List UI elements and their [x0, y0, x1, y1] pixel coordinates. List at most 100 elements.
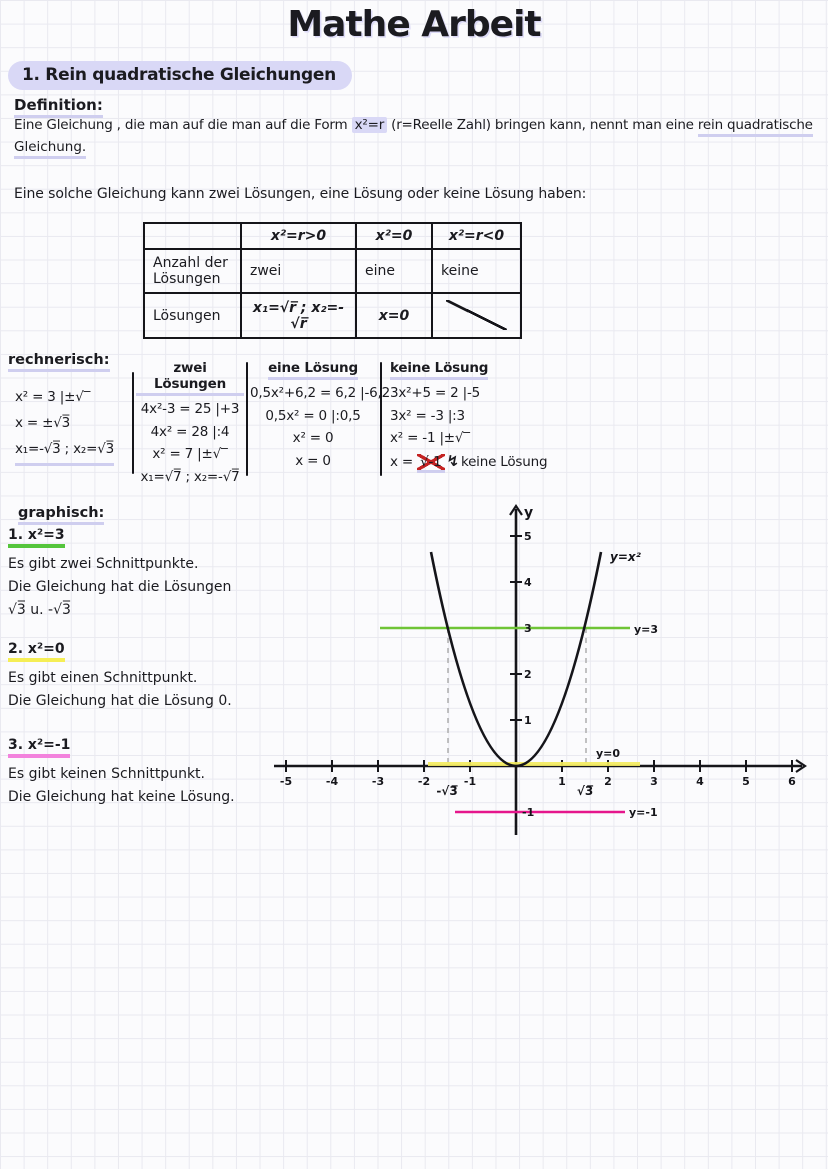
svg-text:-1: -1: [464, 775, 476, 788]
two-solutions-header: zwei Lösungen: [136, 360, 244, 396]
y-axis-arrow: [509, 504, 523, 516]
svg-text:-2: -2: [418, 775, 430, 788]
definition-text-pre: Eine Gleichung , die man auf die man auf…: [14, 117, 352, 133]
y-tick-labels: 5 4 3 2 1 -1: [522, 530, 534, 819]
example-line: x² = 3 |±√‾: [15, 389, 91, 405]
svg-text:1: 1: [524, 714, 532, 727]
cell-roots: x₁=√r̅ ; x₂=-√r̅: [240, 292, 357, 339]
definition-paragraph: Eine Gleichung , die man auf die man auf…: [14, 117, 826, 137]
svg-text:4: 4: [524, 576, 532, 589]
svg-text:5: 5: [742, 775, 750, 788]
math-line: x² = -1 |±√‾: [390, 430, 470, 446]
solutions-table: x²=r>0 x²=0 x²=r<0 Anzahl der Lösungen z…: [143, 222, 522, 339]
example-line: x = ±√3̅: [15, 415, 70, 431]
one-solution-header: eine Lösung: [268, 360, 358, 380]
parabola-curve: [429, 551, 603, 768]
crossed-suffix: keine Lösung: [460, 453, 548, 470]
no-solution-header: keine Lösung: [390, 360, 488, 380]
column-divider: [132, 372, 134, 474]
cell-keine: keine: [431, 248, 522, 294]
math-line: x₁=√7̅ ; x₂=-√7̅: [140, 468, 240, 485]
svg-text:5: 5: [524, 530, 532, 543]
cell-zwei: zwei: [240, 248, 357, 294]
cell-no-solution: [431, 292, 522, 339]
graphisch-label: graphisch:: [18, 505, 105, 525]
diagonal-slash: [433, 294, 520, 337]
green-line-label: y=3: [634, 623, 658, 636]
rechnerisch-label: rechnerisch:: [8, 352, 110, 372]
case2-line: Die Gleichung hat die Lösung 0.: [8, 693, 232, 709]
example-column: x² = 3 |±√‾ x = ±√3̅ x₁=-√3̅ ; x₂=√3̅: [15, 384, 114, 466]
math-line: x² = 0: [292, 430, 334, 446]
svg-text:-4: -4: [326, 775, 339, 788]
case1-line: √3̅ u. -√3̅: [8, 602, 71, 618]
table-header-r-gt-0: x²=r>0: [240, 222, 357, 250]
table-row-solutions: Lösungen x₁=√r̅ ; x₂=-√r̅ x=0: [143, 292, 522, 339]
column-divider: [380, 362, 382, 476]
math-line: 3x²+5 = 2 |-5: [390, 385, 481, 401]
intro-sentence: Eine solche Gleichung kann zwei Lösungen…: [14, 186, 587, 202]
math-line-crossed: x = √-1 ↯ keine Lösung: [390, 450, 566, 473]
table-corner-cell: [143, 222, 242, 250]
definition-highlight: rein quadratische: [697, 117, 813, 137]
case2-line: Es gibt einen Schnittpunkt.: [8, 670, 198, 686]
cell-eine: eine: [355, 248, 433, 294]
svg-text:4: 4: [696, 775, 704, 788]
page-title: Mathe Arbeit: [287, 4, 541, 45]
case1-line: Die Gleichung hat die Lösungen: [8, 579, 232, 595]
definition-label: Definition:: [14, 96, 103, 118]
x-axis-arrow: [795, 759, 807, 773]
yellow-line-label: y=0: [596, 747, 620, 760]
definition-text-mid: (r=Reelle Zahl) bringen kann, nennt man …: [387, 117, 698, 133]
math-line: x² = 7 |±√‾: [152, 446, 228, 462]
svg-text:-1: -1: [522, 806, 534, 819]
lightning-icon: ↯: [446, 451, 460, 470]
case1-title: 1. x²=3: [8, 527, 65, 548]
parabola-graph: y -5 -4 -3 -2 -1 1 2 3 4 5 6: [274, 504, 807, 835]
math-line: 0,5x²+6,2 = 6,2 |-6,2: [250, 385, 390, 401]
case-two-intersections: 1. x²=3 Es gibt zwei Schnittpunkte. Die …: [8, 527, 231, 622]
row-label-anzahl: Anzahl der Lösungen: [143, 248, 242, 294]
two-solutions-column: zwei Lösungen 4x²-3 = 25 |+3 4x² = 28 |:…: [136, 360, 244, 488]
svg-text:3: 3: [650, 775, 658, 788]
curve-label: y=x²: [610, 550, 642, 564]
definition-line2: Gleichung.: [14, 139, 87, 159]
column-divider: [246, 362, 248, 476]
row-label-loesungen: Lösungen: [143, 292, 242, 339]
cell-x0: x=0: [355, 292, 433, 339]
svg-text:-3: -3: [372, 775, 384, 788]
case3-line: Die Gleichung hat keine Lösung.: [8, 789, 235, 805]
crossed-root: √-1: [417, 453, 445, 473]
case2-title: 2. x²=0: [8, 641, 65, 662]
math-line: 3x² = -3 |:3: [390, 407, 465, 424]
svg-text:3: 3: [524, 622, 532, 635]
case1-line: Es gibt zwei Schnittpunkte.: [8, 556, 199, 572]
svg-text:1: 1: [558, 775, 566, 788]
svg-text:2: 2: [524, 668, 532, 681]
crossed-prefix: x =: [390, 453, 418, 470]
math-line: x = 0: [295, 452, 331, 469]
table-header-row: x²=r>0 x²=0 x²=r<0: [143, 222, 522, 250]
math-line: 4x²-3 = 25 |+3: [140, 401, 240, 417]
case-no-intersection: 3. x²=-1 Es gibt keinen Schnittpunkt. Di…: [8, 737, 235, 809]
math-line: 4x² = 28 |:4: [150, 423, 230, 440]
svg-text:2: 2: [604, 775, 612, 788]
example-result: x₁=-√3̅ ; x₂=√3̅: [15, 436, 114, 466]
svg-text:6: 6: [788, 775, 796, 788]
pos-sqrt3-label: √3̅: [577, 784, 593, 798]
no-solution-column: keine Lösung 3x²+5 = 2 |-5 3x² = -3 |:3 …: [386, 360, 566, 473]
y-axis-label: y: [524, 505, 533, 521]
table-row-count: Anzahl der Lösungen zwei eine keine: [143, 248, 522, 294]
pink-line-label: y=-1: [629, 806, 658, 819]
case-one-intersection: 2. x²=0 Es gibt einen Schnittpunkt. Die …: [8, 641, 232, 713]
definition-formula: x²=r: [351, 117, 388, 133]
x-tick-labels: -5 -4 -3 -2 -1 1 2 3 4 5 6: [280, 775, 796, 788]
case3-title: 3. x²=-1: [8, 737, 71, 758]
svg-text:-5: -5: [280, 775, 292, 788]
section-heading: 1. Rein quadratische Gleichungen: [8, 61, 352, 90]
table-header-r-lt-0: x²=r<0: [431, 222, 522, 250]
math-line: 0,5x² = 0 |:0,5: [265, 407, 361, 424]
case3-line: Es gibt keinen Schnittpunkt.: [8, 766, 205, 782]
one-solution-column: eine Lösung 0,5x²+6,2 = 6,2 |-6,2 0,5x² …: [250, 360, 390, 472]
